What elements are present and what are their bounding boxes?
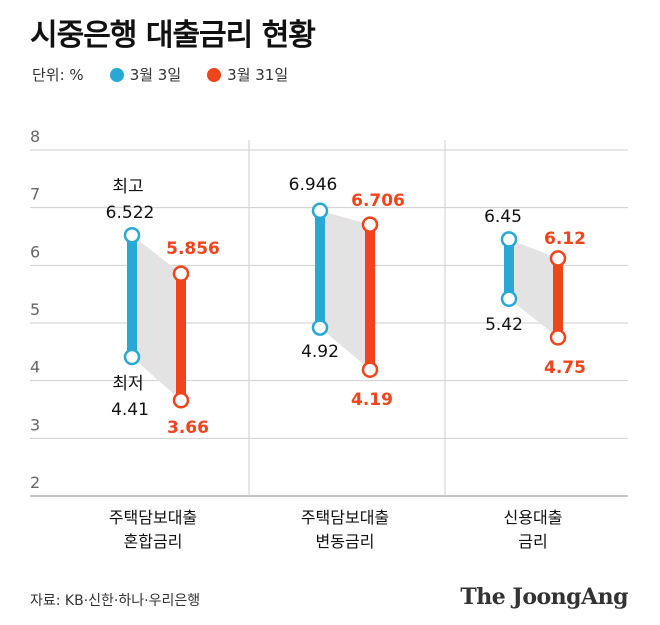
- data-label-red-low-3: 4.75: [544, 358, 586, 378]
- unit-label: 단위: %: [32, 66, 84, 84]
- category-label-2-line2: 변동금리: [316, 532, 375, 551]
- high-point-red-2: [361, 216, 379, 233]
- y-tick-label-7: 7: [30, 185, 40, 204]
- range-band-1: [132, 235, 181, 401]
- legend-label-mar31: 3월 31일: [227, 66, 289, 84]
- data-label-blue-low-3: 5.42: [485, 315, 523, 335]
- data-label-blue-low-2: 4.92: [301, 342, 339, 362]
- brand-logo: The JoongAng: [460, 584, 628, 610]
- category-label-1-line1: 주택담보대출: [109, 508, 197, 527]
- high-point-blue-1: [123, 226, 141, 244]
- category-label-3-line1: 신용대출: [504, 508, 563, 527]
- y-tick-label-5: 5: [30, 300, 40, 319]
- legend: 단위: % 3월 3일 3월 31일: [32, 64, 288, 85]
- data-label-blue-low-1: 4.41: [111, 400, 149, 420]
- legend-label-mar3: 3월 3일: [129, 66, 182, 84]
- y-tick-label-6: 6: [30, 242, 40, 261]
- data-label-red-high-2: 6.706: [351, 191, 405, 211]
- category-label-2-line1: 주택담보대출: [301, 508, 389, 527]
- legend-dot-red: [207, 67, 222, 82]
- data-label-red-low-2: 4.19: [351, 390, 393, 410]
- data-label-red-high-3: 6.12: [544, 229, 586, 249]
- low-point-red-3: [549, 329, 567, 346]
- low-point-red-2: [361, 361, 379, 378]
- high-note-1: 최고: [112, 177, 143, 197]
- high-point-blue-2: [311, 202, 329, 220]
- category-label-1-line2: 혼합금리: [124, 532, 183, 551]
- y-tick-label-8: 8: [30, 127, 40, 146]
- y-tick-label-3: 3: [30, 415, 40, 434]
- data-label-red-high-1: 5.856: [166, 239, 220, 259]
- data-label-red-low-1: 3.66: [167, 418, 209, 438]
- high-point-blue-3: [500, 231, 518, 248]
- range-band-3: [509, 239, 558, 338]
- data-label-blue-high-2: 6.946: [289, 175, 338, 195]
- source-note: 자료: KB·신한·하나·우리은행: [30, 593, 201, 609]
- legend-item-mar3: 3월 3일: [109, 64, 182, 85]
- low-point-blue-1: [123, 348, 141, 366]
- y-tick-label-2: 2: [30, 473, 40, 492]
- range-band-2: [320, 210, 370, 370]
- low-point-blue-2: [311, 319, 329, 336]
- legend-dot-blue: [109, 67, 124, 82]
- low-point-blue-3: [500, 290, 518, 308]
- y-tick-label-4: 4: [30, 358, 40, 377]
- low-note-1: 최저: [112, 374, 143, 394]
- data-label-blue-high-1: 6.522: [106, 203, 155, 223]
- data-label-blue-high-3: 6.45: [484, 207, 522, 227]
- high-point-red-1: [172, 265, 190, 282]
- high-point-red-3: [549, 250, 567, 267]
- chart-title: 시중은행 대출금리 현황: [30, 18, 316, 53]
- category-label-3-line2: 금리: [518, 532, 547, 551]
- low-point-red-1: [172, 392, 190, 409]
- legend-item-mar31: 3월 31일: [207, 64, 288, 85]
